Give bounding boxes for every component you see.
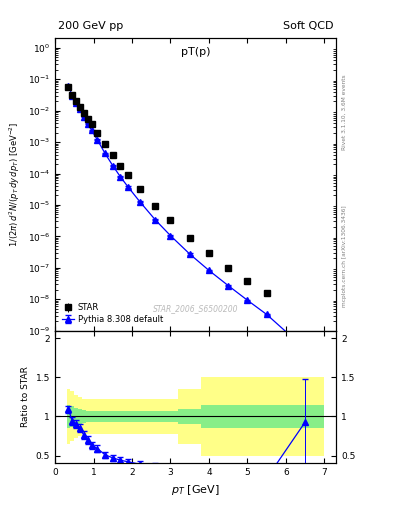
Text: Soft QCD: Soft QCD bbox=[283, 21, 333, 31]
Text: STAR_2006_S6500200: STAR_2006_S6500200 bbox=[153, 304, 238, 313]
Text: mcplots.cern.ch [arXiv:1306.3436]: mcplots.cern.ch [arXiv:1306.3436] bbox=[342, 205, 347, 307]
Text: 200 GeV pp: 200 GeV pp bbox=[58, 21, 123, 31]
Text: pT(p): pT(p) bbox=[181, 47, 210, 57]
Y-axis label: $1/(2\pi)\,d^2N/(p_T\,dy\,dp_T)$ [GeV$^{-2}$]: $1/(2\pi)\,d^2N/(p_T\,dy\,dp_T)$ [GeV$^{… bbox=[7, 122, 22, 247]
Legend: STAR, Pythia 8.308 default: STAR, Pythia 8.308 default bbox=[59, 301, 165, 326]
X-axis label: $p_T$ [GeV]: $p_T$ [GeV] bbox=[171, 483, 220, 497]
Text: Rivet 3.1.10, 3.6M events: Rivet 3.1.10, 3.6M events bbox=[342, 75, 347, 151]
Y-axis label: Ratio to STAR: Ratio to STAR bbox=[21, 367, 30, 428]
